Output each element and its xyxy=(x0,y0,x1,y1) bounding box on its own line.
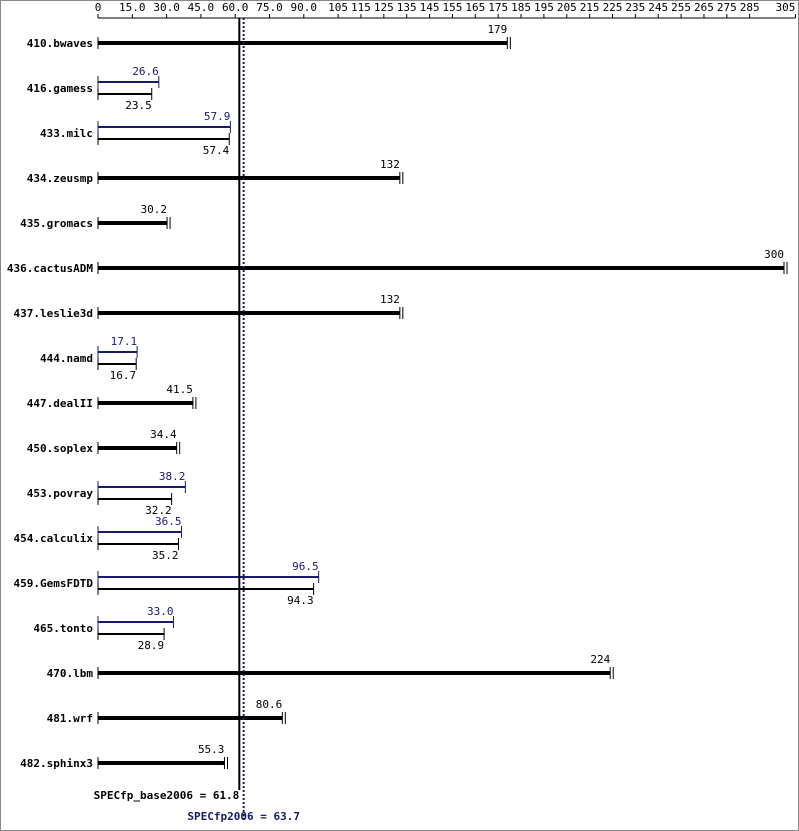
base-summary: SPECfp_base2006 = 61.8 xyxy=(94,789,240,802)
peak-bar xyxy=(98,576,319,578)
base-value-label: 32.2 xyxy=(145,504,172,517)
value-label: 80.6 xyxy=(256,698,283,711)
category-label: 454.calculix xyxy=(14,532,94,545)
category-label: 470.lbm xyxy=(47,667,94,680)
x-tick-label: 125 xyxy=(374,1,394,14)
x-tick-label: 15.0 xyxy=(119,1,146,14)
category-label: 482.sphinx3 xyxy=(20,757,93,770)
x-tick-label: 175 xyxy=(488,1,508,14)
base-bar xyxy=(98,363,137,365)
peak-value-label: 96.5 xyxy=(292,560,319,573)
peak-value-label: 57.9 xyxy=(204,110,231,123)
x-tick-label: 165 xyxy=(465,1,485,14)
category-label: 410.bwaves xyxy=(27,37,93,50)
value-label: 132 xyxy=(380,293,400,306)
peak-value-label: 33.0 xyxy=(147,605,174,618)
x-tick-label: 245 xyxy=(648,1,668,14)
category-label: 436.cactusADM xyxy=(7,262,93,275)
x-tick-label: 145 xyxy=(420,1,440,14)
x-tick-label: 225 xyxy=(603,1,623,14)
category-label: 450.soplex xyxy=(27,442,94,455)
base-bar xyxy=(98,93,152,95)
x-tick-label: 60.0 xyxy=(222,1,249,14)
peak-bar xyxy=(98,351,138,353)
base-value-label: 23.5 xyxy=(125,99,152,112)
base-bar xyxy=(98,761,225,765)
base-value-label: 57.4 xyxy=(203,144,230,157)
peak-value-label: 17.1 xyxy=(111,335,138,348)
x-tick-label: 305 xyxy=(776,1,796,14)
value-label: 30.2 xyxy=(141,203,168,216)
peak-value-label: 38.2 xyxy=(159,470,186,483)
x-tick-label: 30.0 xyxy=(153,1,180,14)
value-label: 224 xyxy=(590,653,610,666)
x-tick-label: 285 xyxy=(740,1,760,14)
peak-summary: SPECfp2006 = 63.7 xyxy=(187,810,300,823)
x-tick-label: 185 xyxy=(511,1,531,14)
base-bar xyxy=(98,176,400,180)
category-label: 481.wrf xyxy=(47,712,93,725)
base-bar xyxy=(98,41,508,45)
base-bar xyxy=(98,498,172,500)
value-label: 41.5 xyxy=(166,383,193,396)
category-label: 435.gromacs xyxy=(20,217,93,230)
base-value-label: 16.7 xyxy=(110,369,137,382)
base-bar xyxy=(98,543,179,545)
base-bar xyxy=(98,446,177,450)
category-label: 416.gamess xyxy=(27,82,93,95)
category-label: 434.zeusmp xyxy=(27,172,94,185)
value-label: 132 xyxy=(380,158,400,171)
peak-value-label: 26.6 xyxy=(132,65,159,78)
category-label: 459.GemsFDTD xyxy=(14,577,94,590)
base-bar xyxy=(98,671,611,675)
x-tick-label: 75.0 xyxy=(256,1,283,14)
x-tick-label: 90.0 xyxy=(291,1,318,14)
value-label: 179 xyxy=(487,23,507,36)
value-label: 34.4 xyxy=(150,428,177,441)
x-tick-label: 205 xyxy=(557,1,577,14)
x-tick-label: 235 xyxy=(625,1,645,14)
x-tick-label: 155 xyxy=(442,1,462,14)
base-value-label: 28.9 xyxy=(138,639,165,652)
base-bar xyxy=(98,311,400,315)
x-tick-label: 115 xyxy=(351,1,371,14)
peak-bar xyxy=(98,126,231,128)
base-value-label: 94.3 xyxy=(287,594,314,607)
peak-bar xyxy=(98,81,159,83)
base-bar xyxy=(98,716,283,720)
base-bar xyxy=(98,266,784,270)
value-label: 300 xyxy=(764,248,784,261)
base-bar xyxy=(98,633,165,635)
base-bar xyxy=(98,138,230,140)
x-tick-label: 105 xyxy=(328,1,348,14)
category-label: 437.leslie3d xyxy=(14,307,93,320)
category-label: 433.milc xyxy=(40,127,93,140)
base-bar xyxy=(98,588,314,590)
peak-value-label: 36.5 xyxy=(155,515,182,528)
category-label: 465.tonto xyxy=(33,622,93,635)
category-label: 453.povray xyxy=(27,487,94,500)
x-tick-label: 135 xyxy=(397,1,417,14)
x-tick-label: 195 xyxy=(534,1,554,14)
x-tick-label: 275 xyxy=(717,1,737,14)
base-bar xyxy=(98,221,168,225)
value-label: 55.3 xyxy=(198,743,225,756)
peak-bar xyxy=(98,531,182,533)
category-label: 447.dealII xyxy=(27,397,93,410)
x-tick-label: 45.0 xyxy=(188,1,215,14)
x-tick-label: 255 xyxy=(671,1,691,14)
base-bar xyxy=(98,401,193,405)
x-tick-label: 265 xyxy=(694,1,714,14)
peak-bar xyxy=(98,621,174,623)
peak-bar xyxy=(98,486,186,488)
x-tick-label: 0 xyxy=(95,1,102,14)
base-value-label: 35.2 xyxy=(152,549,179,562)
x-tick-label: 215 xyxy=(580,1,600,14)
category-label: 444.namd xyxy=(40,352,93,365)
